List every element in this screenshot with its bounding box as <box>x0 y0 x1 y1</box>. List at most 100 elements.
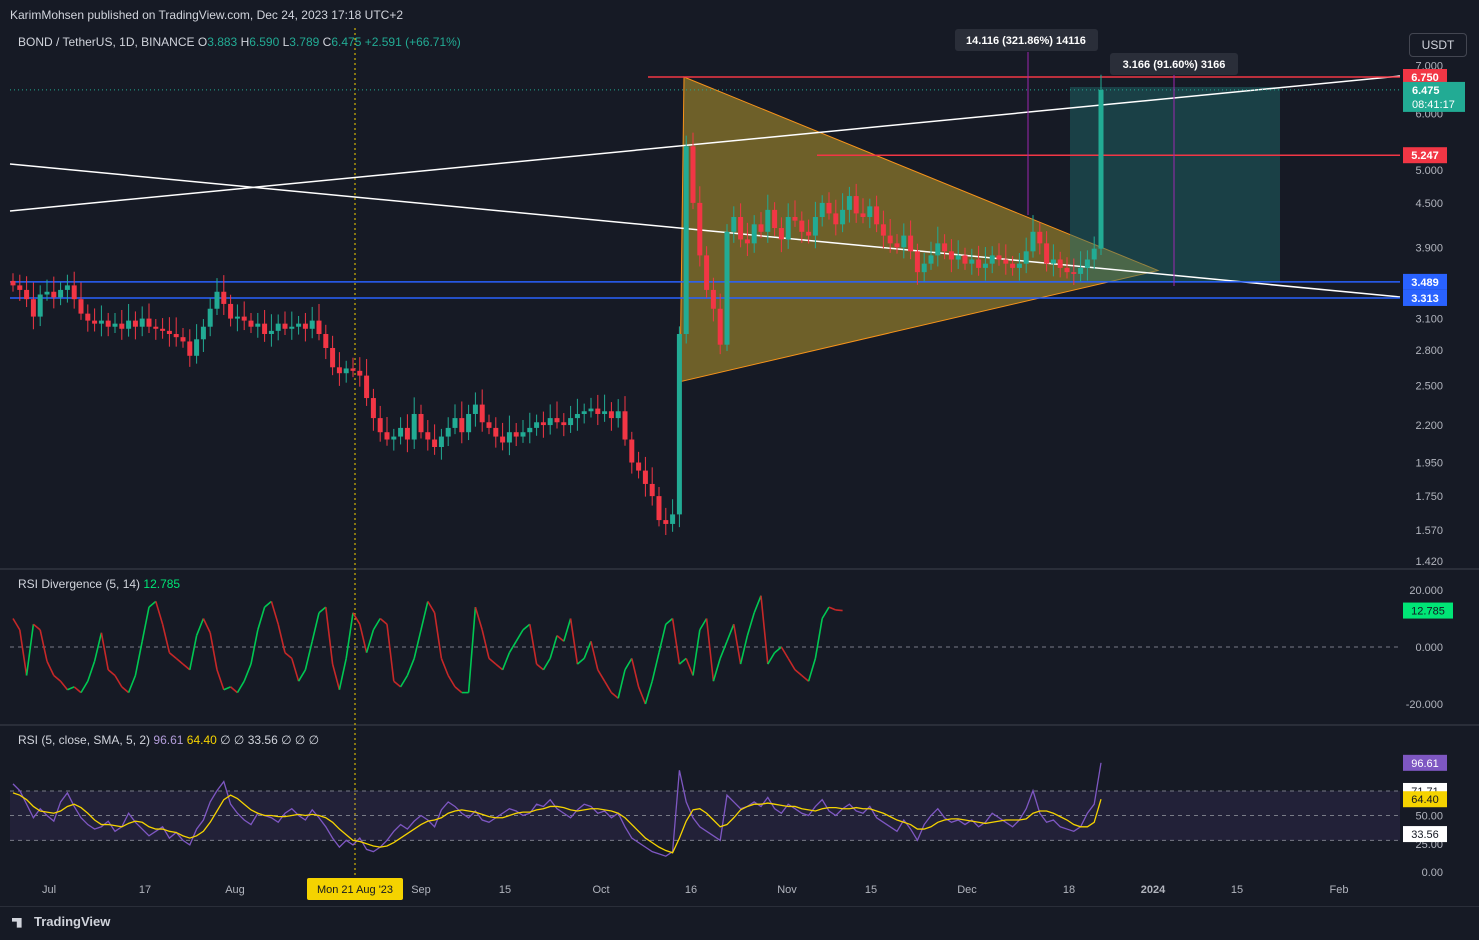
div-segment <box>25 624 35 676</box>
div-segment <box>93 632 103 662</box>
currency-button[interactable]: USDT <box>1409 33 1467 57</box>
div-segment <box>467 607 477 693</box>
candle-body <box>146 318 152 327</box>
triangle-pattern <box>679 76 1160 383</box>
candle-body <box>92 320 98 324</box>
div-segment <box>32 623 41 631</box>
candle-body <box>568 418 574 426</box>
rsi-value: 96.61 <box>153 733 184 747</box>
price-tick-label: 1.950 <box>1415 458 1443 470</box>
candle-body <box>670 514 676 524</box>
div-segment <box>311 612 320 642</box>
div-segment <box>474 606 483 631</box>
candle-body <box>228 303 234 319</box>
div-segment <box>291 658 300 682</box>
div-segment <box>454 686 463 694</box>
rsi-value-tag <box>1403 826 1447 843</box>
chart-canvas[interactable]: 7.0006.0005.0004.5003.9003.1002.8002.500… <box>0 0 1479 906</box>
div-segment <box>175 657 184 665</box>
candle-body <box>656 496 662 521</box>
div-segment <box>522 623 531 631</box>
div-segment <box>767 652 776 665</box>
div-segment <box>699 618 708 631</box>
candle-body <box>173 333 179 338</box>
div-segment <box>610 691 619 699</box>
x-tick-label: 16 <box>685 884 697 896</box>
publisher-text: KarimMohsen published on TradingView.com… <box>10 8 404 22</box>
div-tick-label: -20.000 <box>1406 699 1443 711</box>
candle-body <box>996 255 1002 260</box>
candle-body <box>833 213 839 225</box>
candle-body <box>860 213 866 218</box>
candle-body <box>738 217 744 240</box>
candle-body <box>778 228 784 240</box>
candle-body <box>139 318 145 327</box>
candle-body <box>398 427 404 437</box>
candle-body <box>24 289 30 300</box>
candle-body <box>221 291 227 304</box>
div-segment <box>284 652 293 660</box>
candle-body <box>51 291 57 298</box>
price-tick-label: 1.750 <box>1415 491 1443 503</box>
div-value-tag <box>1403 602 1453 619</box>
rsi-value-tag-label: 96.61 <box>1411 758 1439 770</box>
candle-body <box>187 341 193 356</box>
div-segment <box>304 641 313 670</box>
candle-body <box>602 411 608 414</box>
candle-body <box>663 520 669 524</box>
candle-body <box>364 375 370 399</box>
div-segment <box>515 629 524 642</box>
div-segment <box>161 624 171 653</box>
div-segment <box>835 609 843 612</box>
div-segment <box>617 669 626 699</box>
candle-body <box>914 251 920 273</box>
price-tick-label: 2.500 <box>1415 380 1443 392</box>
candle-body <box>724 231 730 345</box>
div-segment <box>413 629 422 659</box>
candle-body <box>908 235 914 252</box>
div-segment <box>753 595 762 614</box>
div-segment <box>67 686 75 691</box>
position-box <box>1070 87 1280 282</box>
x-tick-label: 15 <box>499 884 511 896</box>
div-segment <box>297 669 307 682</box>
x-tick-label: 17 <box>139 884 151 896</box>
candle-body <box>194 339 200 356</box>
x-tick-label: Nov <box>777 884 797 896</box>
div-segment <box>195 618 205 636</box>
rsi-sma-line <box>12 792 1102 854</box>
candle-body <box>160 328 166 331</box>
div-segment <box>236 680 245 694</box>
candle-body <box>962 255 968 264</box>
div-segment <box>549 635 558 659</box>
div-segment <box>202 618 211 634</box>
div-segment <box>563 618 572 642</box>
candle-body <box>969 259 975 264</box>
candle-body <box>649 483 655 497</box>
price-axis-tag <box>1403 289 1447 306</box>
candle-body <box>493 427 499 437</box>
candle-body <box>629 439 635 463</box>
div-segment <box>760 595 769 665</box>
candle-body <box>846 196 852 210</box>
candle-body <box>527 427 533 433</box>
x-tick-label: 15 <box>1231 884 1243 896</box>
candle-body <box>105 320 111 327</box>
low-label: L <box>282 35 290 49</box>
div-segment <box>39 629 48 662</box>
candle-body <box>330 347 336 368</box>
candle-body <box>64 285 70 290</box>
candle-body <box>683 146 689 334</box>
candle-body <box>615 411 621 419</box>
div-segment <box>53 674 62 682</box>
candle-body <box>248 320 254 327</box>
change-value: +2.591 (+66.71%) <box>364 35 461 49</box>
candle-body <box>98 320 104 324</box>
rsi-sma-value: 64.40 <box>186 733 217 747</box>
div-segment <box>223 686 231 691</box>
candle-body <box>581 411 587 414</box>
candle-body <box>799 220 805 232</box>
rsi-tick-label: 50.00 <box>1415 811 1443 823</box>
div-segment <box>155 601 164 625</box>
trend-line-up <box>9 75 1401 212</box>
